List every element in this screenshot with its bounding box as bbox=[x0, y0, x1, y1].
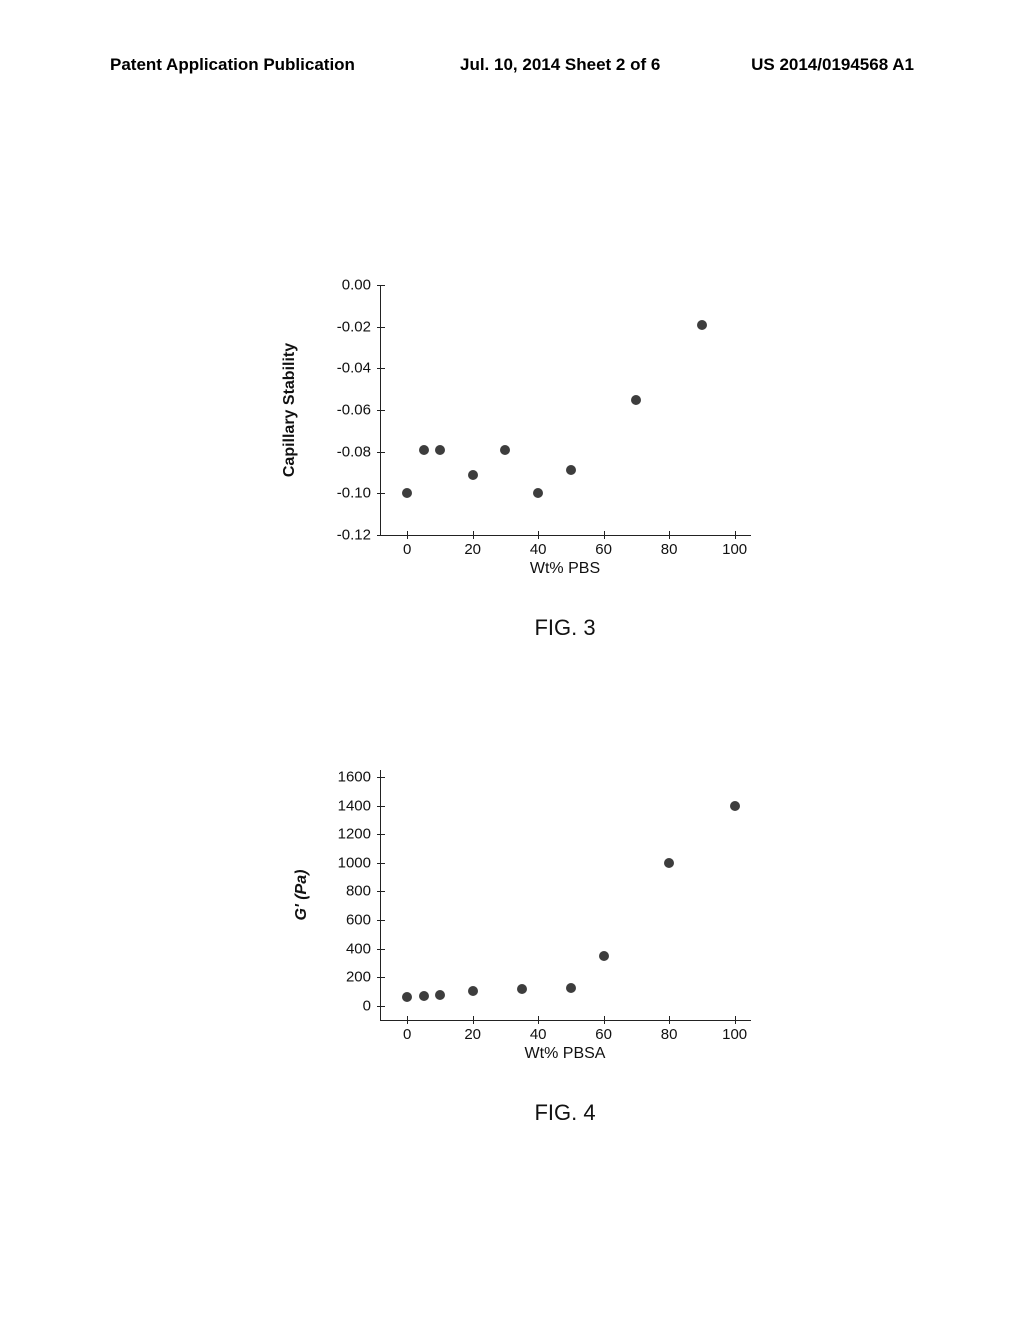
x-tick bbox=[604, 1016, 605, 1024]
y-tick-label: 800 bbox=[346, 883, 371, 900]
y-tick-label: -0.04 bbox=[337, 360, 371, 377]
header-left: Patent Application Publication bbox=[110, 55, 355, 75]
data-point bbox=[517, 984, 527, 994]
x-tick-label: 0 bbox=[403, 1026, 411, 1043]
x-tick bbox=[604, 531, 605, 539]
y-tick bbox=[377, 410, 385, 411]
y-tick-label: 200 bbox=[346, 969, 371, 986]
y-tick bbox=[377, 863, 385, 864]
chart-container: 0204060801000200400600800100012001400160… bbox=[280, 760, 760, 1070]
data-point bbox=[566, 465, 576, 475]
y-tick-label: -0.12 bbox=[337, 527, 371, 544]
y-tick bbox=[377, 535, 385, 536]
x-tick-label: 60 bbox=[595, 541, 612, 558]
data-point bbox=[402, 488, 412, 498]
x-tick-label: 80 bbox=[661, 1026, 678, 1043]
y-tick-label: 1600 bbox=[338, 769, 371, 786]
y-tick bbox=[377, 493, 385, 494]
data-point bbox=[566, 983, 576, 993]
y-tick bbox=[377, 806, 385, 807]
x-axis-title: Wt% PBS bbox=[530, 560, 600, 578]
x-tick-label: 100 bbox=[722, 541, 747, 558]
data-point bbox=[697, 320, 707, 330]
data-point bbox=[435, 445, 445, 455]
x-tick bbox=[669, 531, 670, 539]
y-tick bbox=[377, 891, 385, 892]
figure-3-chart: 0 20 40 60 80 100 0.00 -0.02 -0.04 -0.06 -0.08 -0.1… bbox=[280, 275, 760, 585]
y-tick bbox=[377, 285, 385, 286]
x-tick bbox=[473, 1016, 474, 1024]
data-point bbox=[435, 990, 445, 1000]
y-tick bbox=[377, 1006, 385, 1007]
plot-area: 0204060801000.00-0.02-0.04-0.06-0.08-0.1… bbox=[380, 285, 751, 536]
data-point bbox=[402, 992, 412, 1002]
y-tick-label: 0 bbox=[363, 997, 371, 1014]
x-tick-label: 0 bbox=[403, 541, 411, 558]
y-tick-label: 600 bbox=[346, 912, 371, 929]
data-point bbox=[730, 801, 740, 811]
header-center: Jul. 10, 2014 Sheet 2 of 6 bbox=[460, 55, 660, 75]
y-tick-label: 400 bbox=[346, 940, 371, 957]
plot-area: 0204060801000200400600800100012001400160… bbox=[380, 770, 751, 1021]
x-tick-label: 40 bbox=[530, 541, 547, 558]
y-tick-label: 1400 bbox=[338, 797, 371, 814]
y-tick bbox=[377, 327, 385, 328]
y-tick bbox=[377, 368, 385, 369]
header-right: US 2014/0194568 A1 bbox=[751, 55, 914, 75]
data-point bbox=[419, 991, 429, 1001]
x-tick-label: 20 bbox=[464, 1026, 481, 1043]
x-tick bbox=[407, 1016, 408, 1024]
data-point bbox=[631, 395, 641, 405]
y-axis-title: Capillary Stability bbox=[281, 343, 299, 477]
y-tick-label: -0.08 bbox=[337, 443, 371, 460]
data-point bbox=[533, 488, 543, 498]
x-tick-label: 100 bbox=[722, 1026, 747, 1043]
y-tick bbox=[377, 977, 385, 978]
x-tick-label: 40 bbox=[530, 1026, 547, 1043]
y-tick-label: -0.06 bbox=[337, 402, 371, 419]
y-tick-label: 0.00 bbox=[342, 277, 371, 294]
data-point bbox=[500, 445, 510, 455]
y-tick-label: -0.10 bbox=[337, 485, 371, 502]
x-tick bbox=[473, 531, 474, 539]
y-tick bbox=[377, 949, 385, 950]
y-axis-title: G' (Pa) bbox=[293, 870, 311, 921]
x-tick-label: 20 bbox=[464, 541, 481, 558]
figure-caption: FIG. 3 bbox=[534, 615, 595, 641]
x-axis-title: Wt% PBSA bbox=[525, 1045, 606, 1063]
data-point bbox=[419, 445, 429, 455]
y-tick bbox=[377, 452, 385, 453]
y-tick-label: 1200 bbox=[338, 826, 371, 843]
y-tick-label: -0.02 bbox=[337, 318, 371, 335]
data-point bbox=[468, 470, 478, 480]
y-tick-label: 1000 bbox=[338, 854, 371, 871]
x-tick-label: 60 bbox=[595, 1026, 612, 1043]
x-tick bbox=[407, 531, 408, 539]
figure-4-chart: 0204060801000200400600800100012001400160… bbox=[280, 760, 760, 1070]
y-tick bbox=[377, 834, 385, 835]
data-point bbox=[599, 951, 609, 961]
figure-caption: FIG. 4 bbox=[534, 1100, 595, 1126]
data-point bbox=[664, 858, 674, 868]
data-point bbox=[468, 986, 478, 996]
x-tick bbox=[735, 531, 736, 539]
x-tick-label: 80 bbox=[661, 541, 678, 558]
y-tick bbox=[377, 920, 385, 921]
x-tick bbox=[538, 531, 539, 539]
y-tick bbox=[377, 777, 385, 778]
x-tick bbox=[669, 1016, 670, 1024]
x-tick bbox=[735, 1016, 736, 1024]
x-tick bbox=[538, 1016, 539, 1024]
chart-container: 0 20 40 60 80 100 0.00 -0.02 -0.04 -0.06 -0.08 -0.1… bbox=[280, 275, 760, 585]
